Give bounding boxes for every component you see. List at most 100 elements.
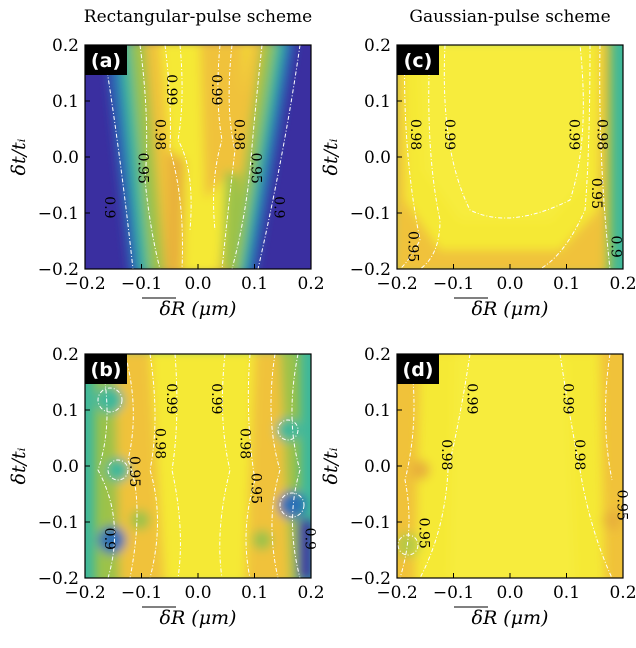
x-axis-label: δR (μm) <box>472 607 549 629</box>
contour-label: 0.98 <box>236 428 252 459</box>
contour-label: 0.99 <box>163 74 179 105</box>
contour-label: 0.99 <box>163 383 179 414</box>
x-tick-label: 0.0 <box>496 274 523 294</box>
y-tick-label: −0.2 <box>38 569 79 589</box>
panel-c-tag-bg <box>397 45 439 75</box>
panel-a-tag: (a) <box>91 50 121 72</box>
contour-label: 0.99 <box>208 74 224 105</box>
contour-label: 0.95 <box>588 178 604 209</box>
contour-label: 0.98 <box>152 119 168 150</box>
heatmap-c <box>397 45 623 269</box>
y-tick-label: 0.2 <box>364 345 391 365</box>
y-tick-label: 0.0 <box>364 457 391 477</box>
axes-layer: −0.2 −0.1 0.0 0.1 0.2 0.2 0.1 0.0 −0.1 −0.2 δR (μm… <box>8 36 636 629</box>
contour-label: 0.95 <box>613 490 629 521</box>
y-tick-label: −0.2 <box>350 569 391 589</box>
y-tick-label: 0.0 <box>52 457 79 477</box>
x-tick-label: 0.0 <box>496 583 523 603</box>
panel-a-tag-bg <box>85 45 127 75</box>
x-tick-label: −0.1 <box>121 583 162 603</box>
x-tick-label: −0.2 <box>64 583 105 603</box>
y-tick-label: −0.1 <box>38 513 79 533</box>
column-title-rectangular: Rectangular-pulse scheme <box>84 7 312 27</box>
heatmap-a <box>85 45 311 269</box>
y-tick-label: 0.2 <box>52 36 79 56</box>
y-axis-label: δt/tᵢ <box>8 138 30 175</box>
y-axis-label: δt/tᵢ <box>320 447 342 484</box>
panel-b-tag: (b) <box>91 359 122 381</box>
contour-label: 0.98 <box>152 428 168 459</box>
contour-labels-b: 0.99 0.99 0.98 0.98 0.95 0.95 0.9 0.9 <box>101 383 318 550</box>
heatmap-d <box>397 354 623 578</box>
x-tick-label: −0.1 <box>433 583 474 603</box>
x-tick-label: 0.1 <box>241 583 268 603</box>
x-tick-label: 0.0 <box>184 274 211 294</box>
y-tick-label: −0.2 <box>350 260 391 280</box>
panel-b-tag-bg <box>85 354 127 384</box>
panel-d-tag-bg <box>397 354 439 384</box>
panel-c: (c) 0.98 0.99 0.99 0.98 0.95 0.95 0.9 <box>396 44 624 270</box>
y-tick-label: 0.2 <box>364 36 391 56</box>
panel-b: (b) 0.99 0.99 0.98 0.98 0.95 0.95 0.9 0.9 <box>84 353 318 579</box>
y-tick-label: 0.0 <box>364 148 391 168</box>
contour-label: 0.95 <box>404 231 420 262</box>
x-tick-label: 0.2 <box>609 274 636 294</box>
contour-label: 0.99 <box>464 383 480 414</box>
contour-labels-c: 0.98 0.99 0.99 0.98 0.95 0.95 0.9 <box>404 119 623 262</box>
x-tick-label: 0.0 <box>184 583 211 603</box>
x-tick-label: 0.2 <box>609 583 636 603</box>
x-tick-label: −0.2 <box>64 274 105 294</box>
y-tick-label: 0.2 <box>52 345 79 365</box>
x-axis-label: δR (μm) <box>472 298 549 320</box>
panel-c-tag: (c) <box>404 50 433 72</box>
column-title-gaussian: Gaussian-pulse scheme <box>409 7 610 27</box>
y-tick-label: −0.2 <box>38 260 79 280</box>
y-tick-label: −0.1 <box>350 513 391 533</box>
x-axis-label: δR (μm) <box>160 607 237 629</box>
x-tick-label: −0.2 <box>376 583 417 603</box>
x-tick-label: −0.1 <box>121 274 162 294</box>
x-tick-label: 0.1 <box>241 274 268 294</box>
contour-label: 0.9 <box>608 235 624 257</box>
contour-labels-a: 0.99 0.990.98 0.980.95 0.950.9 0.9 <box>101 74 286 218</box>
y-tick-label: 0.1 <box>364 401 391 421</box>
x-tick-label: 0.2 <box>297 583 324 603</box>
y-tick-label: 0.1 <box>52 92 79 112</box>
contour-label: 0.95 <box>248 153 264 184</box>
contour-label: 0.9 <box>301 528 317 550</box>
contour-label: 0.9 <box>270 196 286 218</box>
x-tick-label: 0.1 <box>553 583 580 603</box>
contour-labels-d: 0.99 0.99 0.98 0.98 0.95 0.95 <box>416 383 630 549</box>
y-axis-label: δt/tᵢ <box>8 447 30 484</box>
contour-label: 0.99 <box>208 383 224 414</box>
panel-d-tag: (d) <box>403 359 434 381</box>
contour-label: 0.9 <box>101 196 117 218</box>
contour-label: 0.95 <box>416 518 432 549</box>
contour-label: 0.98 <box>594 119 610 150</box>
y-axis-label: δt/tᵢ <box>320 138 342 175</box>
panel-a: (a) 0.99 0.990.98 0.980.95 0.950.9 0.9 <box>84 44 312 270</box>
contour-label: 0.99 <box>560 383 576 414</box>
contour-label: 0.95 <box>126 456 142 487</box>
y-tick-label: −0.1 <box>38 204 79 224</box>
contour-label: 0.98 <box>571 439 587 470</box>
y-tick-label: 0.0 <box>52 148 79 168</box>
y-tick-label: −0.1 <box>350 204 391 224</box>
contour-label: 0.95 <box>135 153 151 184</box>
x-tick-label: −0.1 <box>433 274 474 294</box>
y-tick-label: 0.1 <box>52 401 79 421</box>
contour-label: 0.98 <box>231 119 247 150</box>
x-tick-label: 0.1 <box>553 274 580 294</box>
contour-label: 0.98 <box>438 439 454 470</box>
x-tick-label: −0.2 <box>376 274 417 294</box>
contour-label: 0.99 <box>441 119 457 150</box>
contour-label: 0.99 <box>565 119 581 150</box>
heatmap-b <box>85 354 311 578</box>
x-tick-label: 0.2 <box>297 274 324 294</box>
y-tick-label: 0.1 <box>364 92 391 112</box>
contour-label: 0.95 <box>248 473 264 504</box>
panel-d: (d) 0.99 0.99 0.98 0.98 0.95 0.95 <box>396 353 630 579</box>
x-axis-label: δR (μm) <box>160 298 237 320</box>
contour-label: 0.98 <box>407 119 423 150</box>
